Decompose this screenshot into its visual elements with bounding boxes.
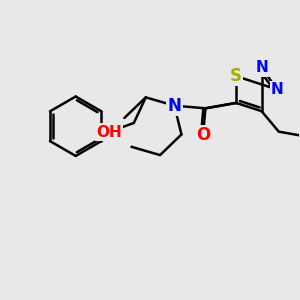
Text: N: N	[167, 97, 181, 115]
Text: N: N	[271, 82, 284, 97]
Text: O: O	[196, 126, 210, 144]
Text: S: S	[230, 67, 242, 85]
Text: OH: OH	[96, 124, 122, 140]
Text: N: N	[255, 60, 268, 75]
